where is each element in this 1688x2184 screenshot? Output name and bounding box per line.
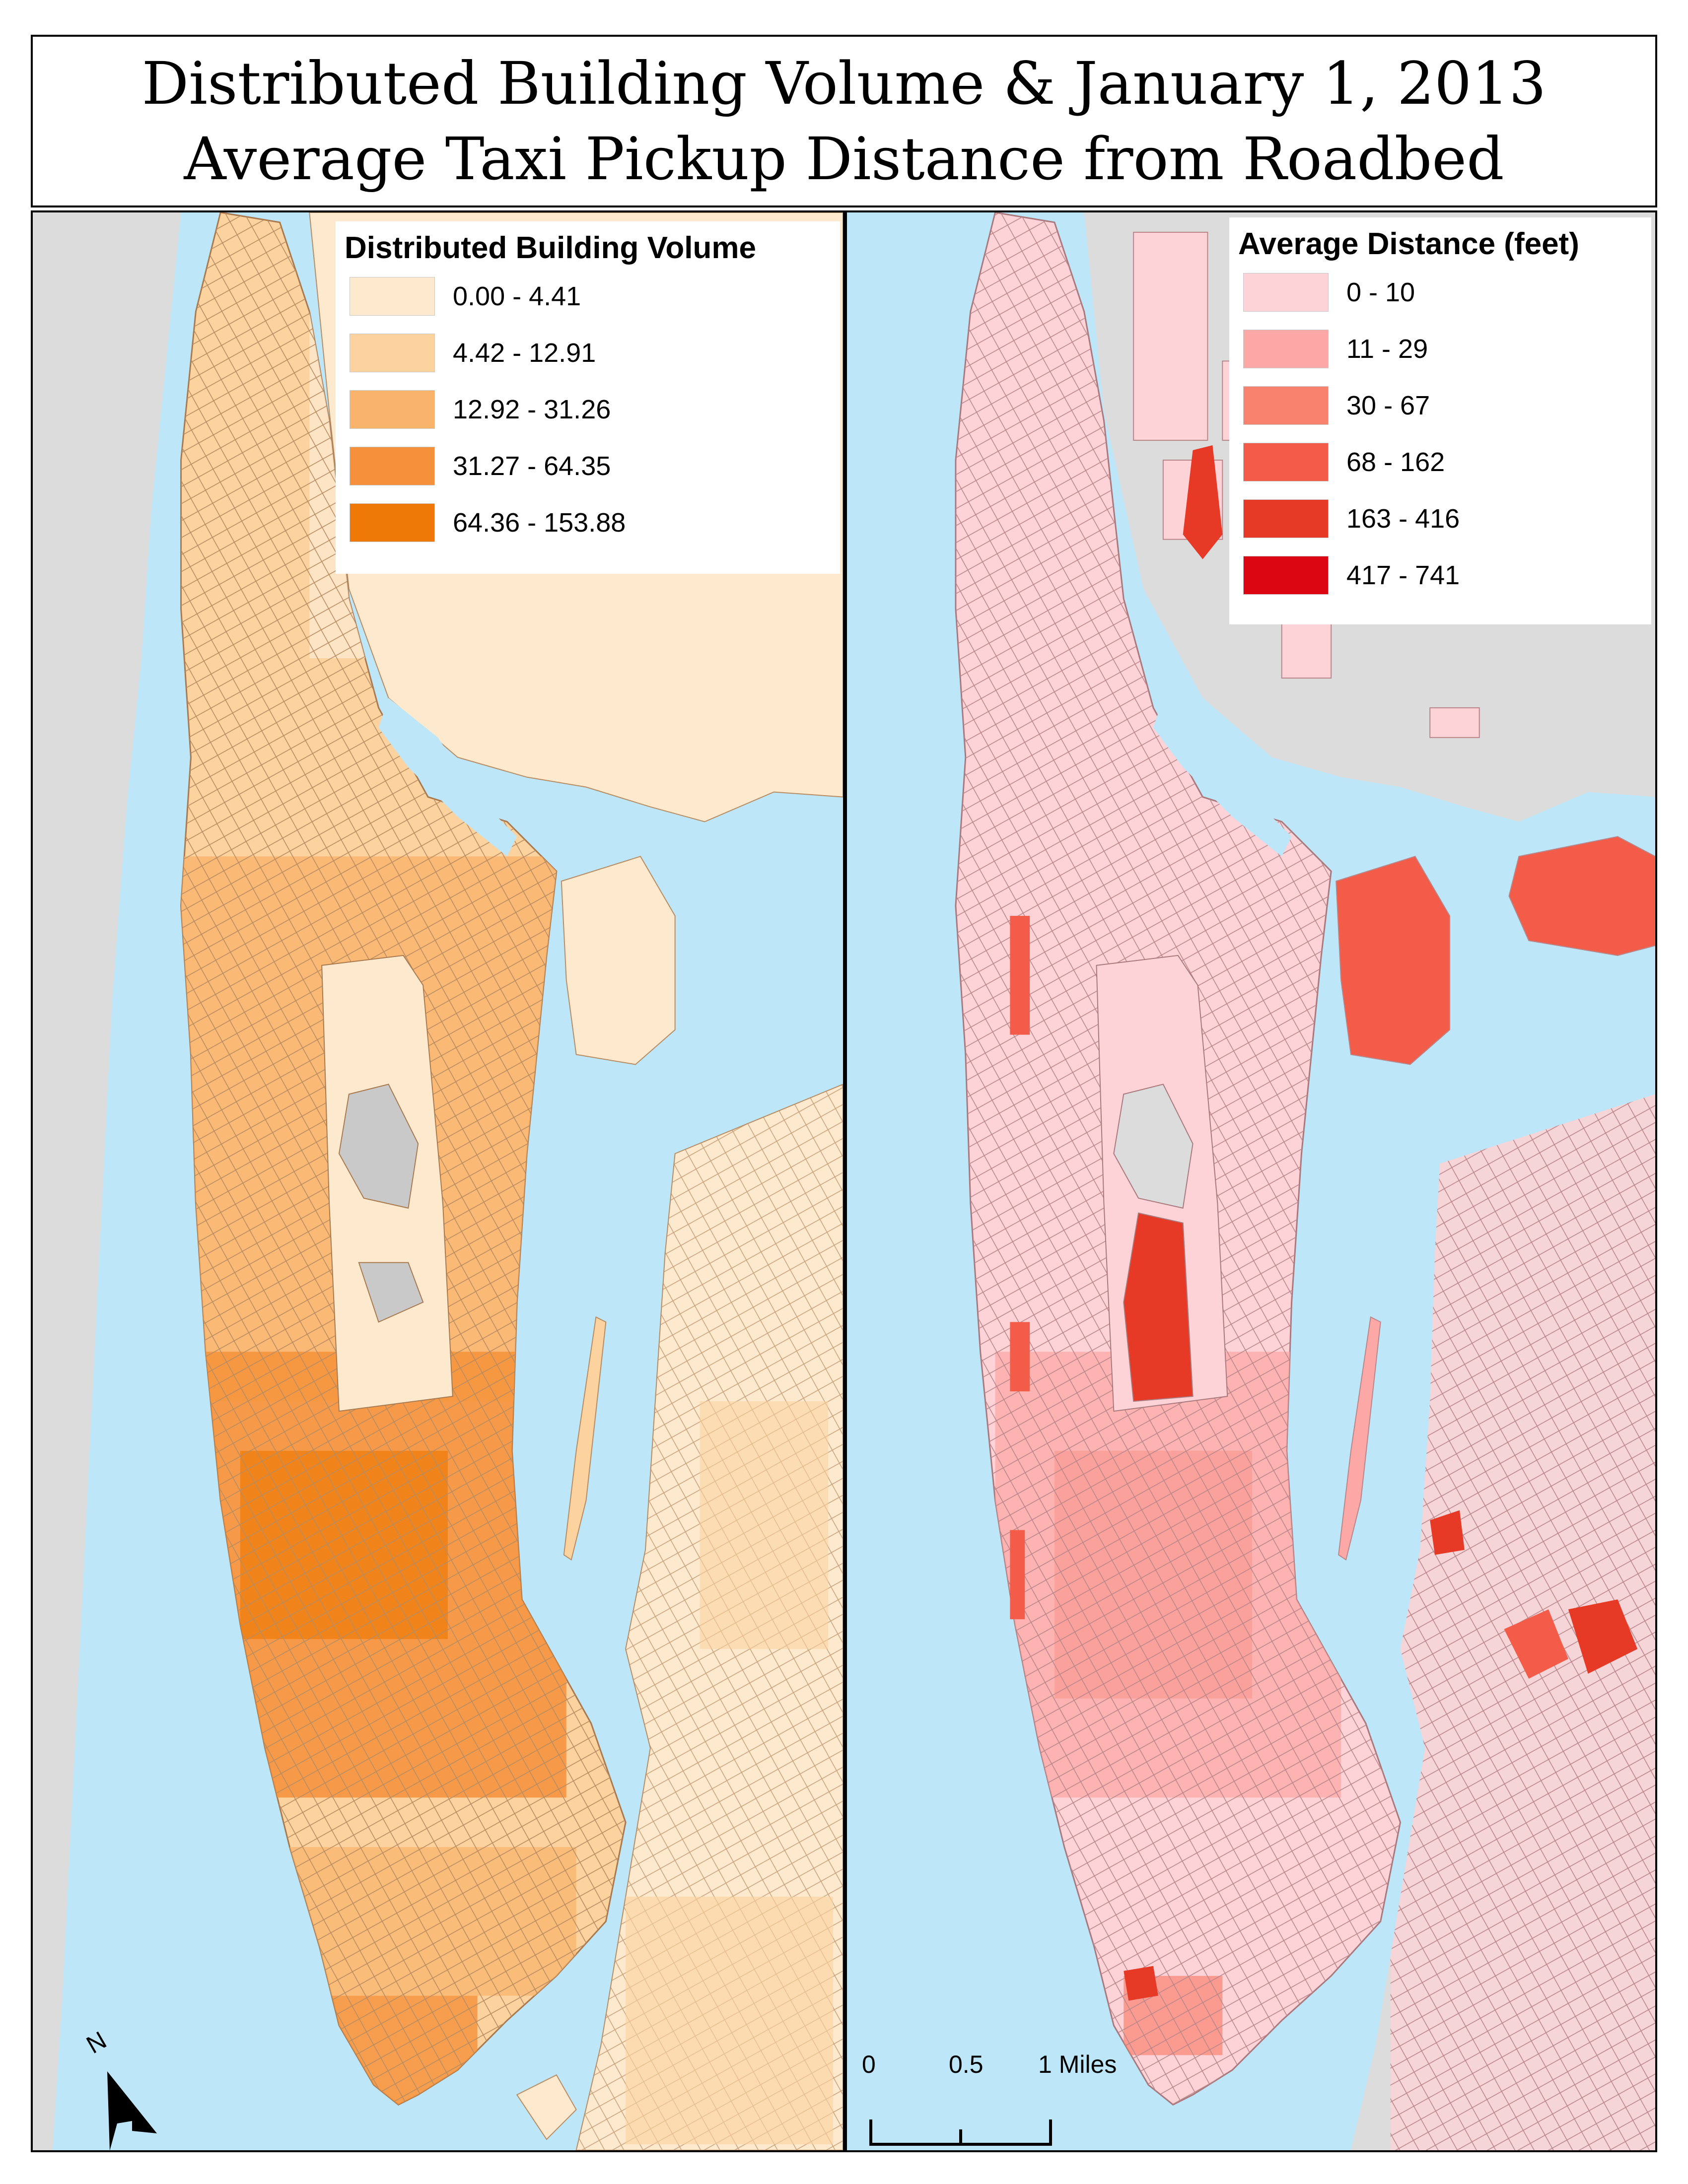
title-line-2: Average Taxi Pickup Distance from Roadbe… [184, 125, 1504, 193]
legend-item: 11 - 29 [1238, 321, 1642, 377]
legend-item: 68 - 162 [1238, 434, 1642, 490]
downtown-high-tract [1124, 1966, 1158, 2001]
legend-label: 163 - 416 [1346, 504, 1460, 534]
average-distance-legend: Average Distance (feet) 0 - 10 11 - 29 30 … [1229, 217, 1651, 624]
queens-brooklyn-tracts [1390, 1094, 1655, 2150]
legend-item: 31.27 - 64.35 [345, 438, 831, 494]
legend-title: Distributed Building Volume [345, 231, 756, 265]
scale-bar: 0 0.5 1 Miles [857, 2050, 1165, 2149]
scale-label-one-mile: 1 Miles [1038, 2050, 1117, 2078]
legend-swatch [350, 447, 435, 485]
north-label: N [82, 2026, 111, 2059]
legend-label: 0 - 10 [1346, 277, 1415, 307]
west-side-high-tracts [1010, 916, 1030, 1620]
legend-title: Average Distance (feet) [1238, 227, 1579, 261]
harlem-river [378, 697, 517, 857]
roosevelt-island [563, 1316, 607, 1561]
new-jersey-land [33, 212, 181, 2150]
legend-swatch [1243, 386, 1329, 425]
taxi-distance-map-panel: Average Distance (feet) 0 - 10 11 - 29 30 … [845, 210, 1657, 2152]
legend-item: 12.92 - 31.26 [345, 381, 831, 438]
reservoir [1113, 1084, 1194, 1209]
scale-bar-graphic [869, 2119, 1052, 2146]
legend-item: 417 - 741 [1238, 547, 1642, 604]
park-high-distance-area [1123, 1212, 1194, 1402]
legend-swatch [350, 334, 435, 372]
legend-swatch [350, 390, 435, 429]
legend-swatch [1243, 443, 1329, 481]
laguardia-area [1508, 836, 1655, 956]
randalls-island [1336, 856, 1451, 1065]
governors-island [516, 2074, 577, 2140]
legend-label: 12.92 - 31.26 [453, 395, 611, 424]
title-box: Distributed Building Volume & January 1,… [31, 35, 1657, 207]
harlem-river [1153, 697, 1292, 857]
legend-item: 30 - 67 [1238, 377, 1642, 434]
legend-item: 64.36 - 153.88 [345, 494, 831, 551]
roosevelt-island [1338, 1316, 1381, 1561]
legend-swatch [1243, 273, 1329, 312]
legend-swatch [1243, 556, 1329, 595]
park-lake [358, 1262, 424, 1323]
building-volume-legend: Distributed Building Volume 0.00 - 4.41 4… [336, 221, 840, 574]
legend-swatch [350, 277, 435, 316]
legend-label: 4.42 - 12.91 [453, 338, 596, 368]
randalls-island [561, 856, 676, 1065]
legend-label: 31.27 - 64.35 [453, 451, 611, 481]
scale-label-half: 0.5 [949, 2050, 984, 2078]
north-arrow-icon [107, 2071, 157, 2150]
legend-swatch [1243, 499, 1329, 538]
title-line-1: Distributed Building Volume & January 1,… [141, 49, 1547, 118]
legend-label: 64.36 - 153.88 [453, 508, 626, 538]
legend-item: 0.00 - 4.41 [345, 268, 831, 325]
legend-label: 30 - 67 [1346, 391, 1430, 420]
legend-label: 11 - 29 [1346, 334, 1428, 364]
legend-label: 0.00 - 4.41 [453, 281, 581, 311]
legend-item: 0 - 10 [1238, 264, 1642, 321]
legend-swatch [1243, 330, 1329, 368]
legend-label: 417 - 741 [1346, 560, 1460, 590]
legend-rows: 0.00 - 4.41 4.42 - 12.91 12.92 - 31.26 31.2… [345, 268, 831, 551]
legend-label: 68 - 162 [1346, 447, 1445, 477]
north-arrow: N [82, 2026, 157, 2150]
building-volume-map-panel: Distributed Building Volume 0.00 - 4.41 4… [31, 210, 845, 2152]
legend-swatch [350, 503, 435, 542]
legend-item: 163 - 416 [1238, 490, 1642, 547]
hudson-river [847, 212, 961, 2150]
reservoir [338, 1084, 419, 1209]
scale-label-0: 0 [862, 2050, 876, 2078]
legend-rows: 0 - 10 11 - 29 30 - 67 68 - 162 163 - 416 417… [1238, 264, 1642, 604]
legend-item: 4.42 - 12.91 [345, 325, 831, 381]
